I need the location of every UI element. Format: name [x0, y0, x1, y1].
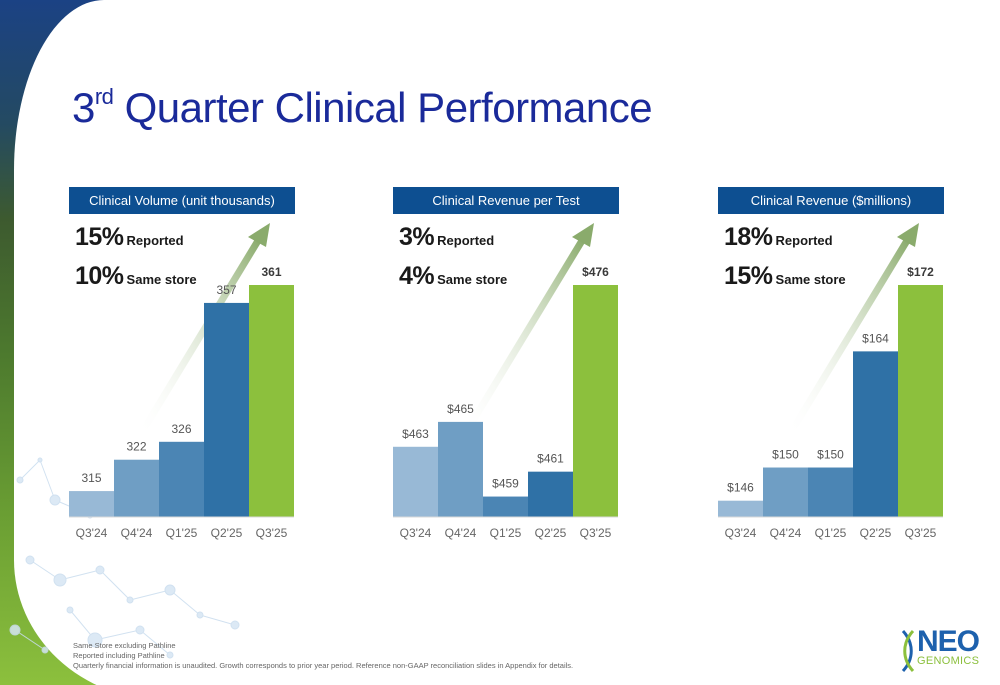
molecule-decoration-icon: [9, 457, 240, 659]
bar-value-label: $463: [402, 427, 429, 441]
x-tick-label: Q3'25: [256, 526, 288, 540]
bar-value-label: 326: [171, 422, 191, 436]
stat-same-store: 15% Same store: [724, 262, 846, 290]
panel-clinical-revenue: $146 Q3'24 $150 Q4'24 $150 Q1'25 $164 Q2'25 $172…: [718, 187, 944, 547]
x-tick-label: Q3'24: [725, 526, 757, 540]
bar: [808, 467, 853, 517]
bar-value-label: $150: [772, 448, 799, 462]
bar-value-label: $164: [862, 331, 889, 345]
growth-arrow-head-icon: [572, 223, 594, 247]
stat-reported: 18% Reported: [724, 223, 833, 251]
page-title: 3rd Quarter Clinical Performance: [72, 84, 653, 131]
chart-clinical-volume: 315 Q3'24 322 Q4'24 326 Q1'25 357 Q2'25 361 Q3'25: [69, 223, 294, 540]
slide-background: [14, 0, 1000, 685]
x-tick-label: Q1'25: [815, 526, 847, 540]
stat-same-store: 4% Same store: [399, 262, 508, 290]
panel-header: Clinical Volume (unit thousands): [69, 187, 295, 214]
bar: [249, 285, 294, 517]
x-tick-label: Q4'24: [770, 526, 802, 540]
bar-value-label: 361: [261, 265, 281, 279]
growth-arrow: [136, 237, 262, 439]
x-tick-label: Q4'24: [445, 526, 477, 540]
bar-value-label: $150: [817, 448, 844, 462]
panel-clinical-volume: 315 Q3'24 322 Q4'24 326 Q1'25 357 Q2'25 361 Q3'25…: [69, 187, 295, 547]
bar: [763, 467, 808, 517]
x-tick-label: Q2'25: [211, 526, 243, 540]
bar: [718, 500, 763, 517]
panel-revenue-per-test: $463 Q3'24 $465 Q4'24 $459 Q1'25 $461 Q2'25 $476…: [393, 187, 619, 547]
chart-revenue-per-test: $463 Q3'24 $465 Q4'24 $459 Q1'25 $461 Q2'25 $476…: [393, 223, 618, 540]
bar-value-label: $172: [907, 265, 934, 279]
bar-value-label: $146: [727, 481, 754, 495]
bar-value-label: $459: [492, 477, 519, 491]
x-tick-label: Q2'25: [535, 526, 567, 540]
bar: [204, 302, 249, 517]
bar-value-label: 357: [216, 283, 236, 297]
footnote: Quarterly financial information is unaud…: [73, 661, 574, 670]
bar: [853, 351, 898, 517]
x-tick-label: Q3'24: [400, 526, 432, 540]
stat-reported: 15% Reported: [75, 223, 184, 251]
bar: [483, 496, 528, 517]
bar: [898, 285, 943, 517]
neogenomics-logo: NEO GENOMICS: [900, 625, 990, 677]
x-tick-label: Q1'25: [490, 526, 522, 540]
growth-arrow-head-icon: [897, 223, 919, 247]
growth-arrow-head-icon: [248, 223, 270, 247]
x-tick-label: Q2'25: [860, 526, 892, 540]
bar-value-label: 322: [126, 440, 146, 454]
bar-value-label: $461: [537, 452, 564, 466]
bar: [528, 471, 573, 517]
bar-value-label: $465: [447, 402, 474, 416]
helix-icon: [901, 629, 915, 673]
bar: [573, 285, 618, 517]
x-tick-label: Q3'25: [905, 526, 937, 540]
x-tick-label: Q1'25: [166, 526, 198, 540]
stat-reported: 3% Reported: [399, 223, 495, 251]
footnote: Same Store excluding Pathline: [73, 641, 176, 650]
growth-arrow: [460, 237, 586, 439]
bar: [114, 459, 159, 517]
footnotes: Same Store excluding Pathline Reported i…: [73, 641, 573, 671]
bar: [69, 491, 114, 517]
bar-value-label: $476: [582, 265, 609, 279]
bar: [159, 441, 204, 517]
chart-clinical-revenue: $146 Q3'24 $150 Q4'24 $150 Q1'25 $164 Q2'25 $172…: [718, 223, 943, 540]
growth-arrow: [785, 237, 911, 439]
bar-value-label: 315: [81, 471, 101, 485]
x-tick-label: Q3'24: [76, 526, 108, 540]
x-tick-label: Q3'25: [580, 526, 612, 540]
footnote: Reported including Pathline: [73, 651, 165, 660]
x-tick-label: Q4'24: [121, 526, 153, 540]
bar: [438, 421, 483, 517]
panel-header: Clinical Revenue ($millions): [718, 187, 944, 214]
stat-same-store: 10% Same store: [75, 262, 197, 290]
panel-header: Clinical Revenue per Test: [393, 187, 619, 214]
bar: [393, 446, 438, 517]
